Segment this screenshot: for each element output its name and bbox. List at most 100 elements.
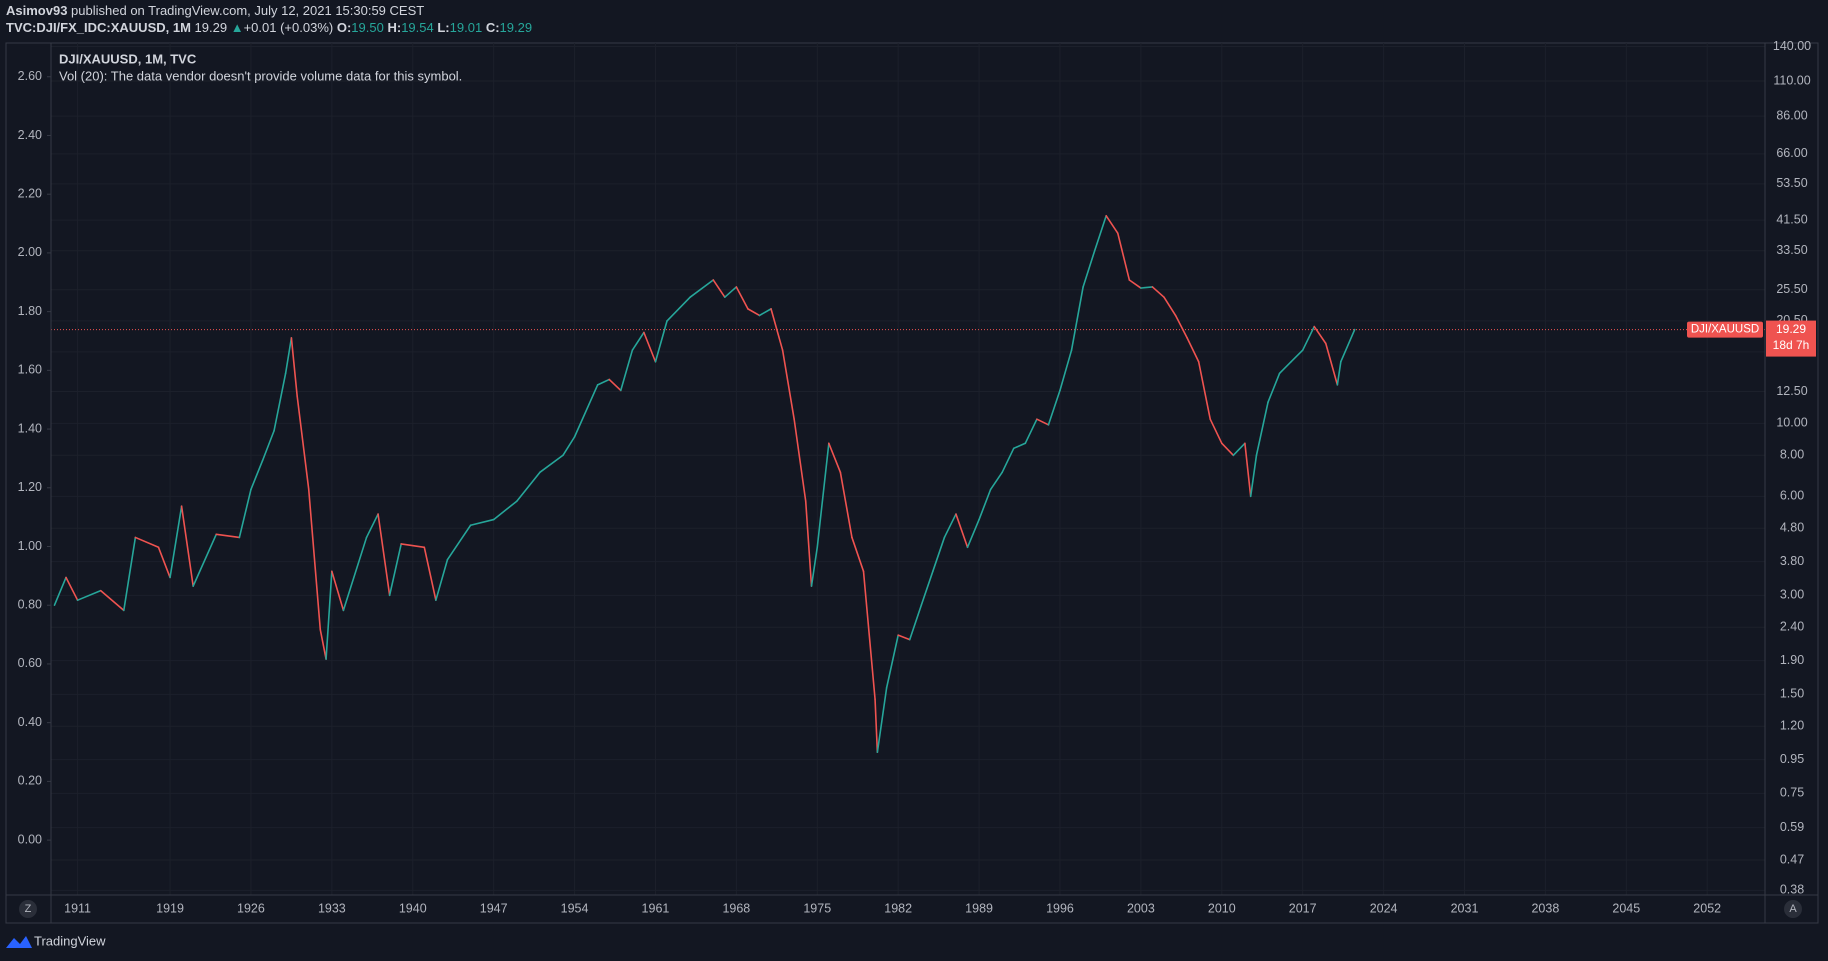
price-segment: [654, 320, 668, 363]
legend-title: DJI/XAUUSD, 1M, TVC: [59, 51, 197, 66]
y-tick-label: 0.80: [18, 598, 42, 612]
price-segment: [377, 513, 391, 597]
price-segment: [284, 337, 293, 375]
price-segment: [724, 286, 738, 298]
x-tick-label: 2031: [1451, 901, 1479, 915]
y-tick-label: 1.60: [18, 363, 42, 377]
x-tick-label: 1989: [965, 901, 993, 915]
x-tick-label: 2052: [1693, 901, 1721, 915]
y2-tick-label: 12.50: [1776, 384, 1807, 398]
price-segment: [1174, 314, 1188, 339]
price-segment: [1105, 214, 1119, 234]
price-segment: [1278, 360, 1292, 375]
y2-tick-label: 110.00: [1773, 73, 1810, 87]
price-segment: [1220, 442, 1235, 457]
right-button-label[interactable]: A: [1789, 903, 1797, 915]
price-segment: [1059, 349, 1073, 392]
price-segment: [608, 378, 622, 392]
symbol: TVC:DJI/FX_IDC:XAUUSD, 1M: [6, 20, 191, 35]
price-segment: [978, 488, 992, 521]
x-tick-label: 1933: [318, 901, 346, 915]
y2-tick-label: 140.00: [1773, 39, 1811, 53]
price-segment: [1036, 418, 1050, 426]
price-segment: [157, 546, 171, 579]
price-segment: [770, 308, 784, 351]
price-segment: [469, 518, 495, 527]
low: 19.01: [450, 20, 483, 35]
brand[interactable]: TradingView: [34, 933, 106, 948]
price-segment: [250, 459, 264, 491]
price-segment: [1012, 442, 1027, 450]
price-segment: [1290, 349, 1304, 363]
close-label: C:: [486, 20, 500, 35]
price-segment: [1267, 372, 1281, 404]
left-scale-button[interactable]: [19, 900, 37, 918]
x-tick-label: 1961: [642, 901, 670, 915]
price-segment: [862, 570, 876, 700]
price-segment: [689, 279, 715, 298]
price-segment: [325, 570, 333, 660]
y2-tick-label: 1.90: [1780, 653, 1804, 667]
grid: [51, 43, 1765, 895]
price-segment: [192, 533, 218, 587]
x-tick-label: 2045: [1612, 901, 1640, 915]
price-segment: [1255, 401, 1269, 457]
x-tick-label: 1982: [884, 901, 912, 915]
price-tag-value: 19.29: [1776, 322, 1806, 336]
price-segment: [1093, 214, 1108, 252]
price-segment: [1082, 249, 1096, 288]
price-tag-name-box: [1687, 321, 1763, 338]
y2-tick-label: 4.80: [1780, 521, 1804, 535]
y2-tick-label: 8.00: [1780, 448, 1804, 462]
price-segment: [1186, 337, 1200, 363]
y2-tick-label: 1.20: [1780, 718, 1804, 732]
y2-tick-label: 0.75: [1780, 786, 1804, 800]
price-segment: [1024, 418, 1038, 445]
price-segment: [238, 488, 252, 539]
price-segment: [735, 286, 749, 310]
left-button-label[interactable]: Z: [25, 903, 32, 915]
price-segment: [666, 296, 691, 322]
price-segment: [874, 698, 879, 754]
price-segment: [1001, 447, 1015, 474]
price-segment: [1140, 286, 1154, 289]
price-segment: [388, 543, 402, 597]
y2-tick-label: 10.00: [1776, 416, 1807, 430]
y2-tick-label: 0.38: [1780, 883, 1804, 897]
x-tick-label: 1947: [480, 901, 508, 915]
arrow: ▲: [231, 20, 244, 35]
price-tag-name: DJI/XAUUSD: [1691, 324, 1759, 336]
publish-line: Asimov93 published on TradingView.com, J…: [6, 3, 424, 18]
price-segment: [1070, 286, 1084, 351]
price-segment: [1232, 442, 1246, 457]
price-segment: [169, 505, 183, 579]
open-label: O:: [337, 20, 351, 35]
price-segment: [53, 576, 67, 606]
price-segment: [307, 488, 322, 631]
price-segment: [342, 536, 368, 612]
price-segment: [781, 349, 795, 420]
price-segment: [1249, 454, 1258, 498]
y-tick-label: 2.40: [18, 128, 42, 142]
y2-tick-label: 86.00: [1776, 108, 1807, 122]
price-segment: [1340, 328, 1356, 363]
price-segment: [435, 558, 449, 601]
price-segment: [908, 604, 923, 641]
published: published on TradingView.com, July 12, 2…: [71, 3, 424, 18]
price-segment: [966, 518, 980, 549]
y-tick-label: 1.00: [18, 539, 42, 553]
price-segment: [400, 543, 426, 549]
right-scale-button[interactable]: [1784, 900, 1802, 918]
price-segment: [1163, 296, 1177, 317]
brand-logo[interactable]: [6, 936, 32, 948]
price-segment: [804, 500, 813, 587]
price-segment: [99, 589, 125, 612]
price-segment: [631, 331, 645, 351]
low-label: L:: [437, 20, 449, 35]
x-tick-label: 1940: [399, 901, 427, 915]
price-segment: [943, 513, 957, 539]
price-segment: [1325, 342, 1339, 386]
y2-tick-label: 0.59: [1780, 820, 1804, 834]
y2-tick-label: 3.80: [1780, 554, 1804, 568]
